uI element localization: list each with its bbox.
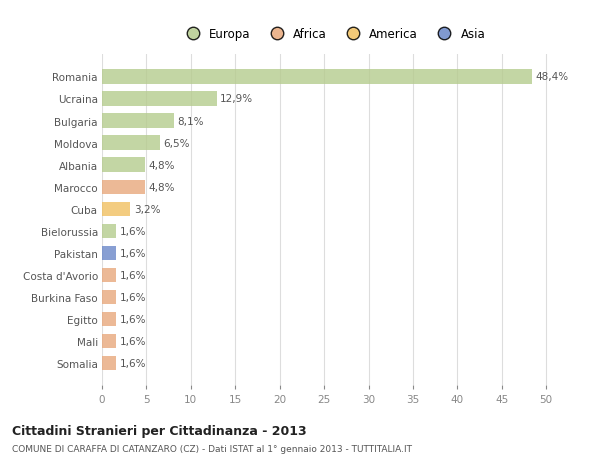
Text: 1,6%: 1,6% (120, 248, 146, 258)
Text: 1,6%: 1,6% (120, 270, 146, 280)
Bar (102, 92, 217, 106)
Text: 1,6%: 1,6% (120, 336, 146, 347)
Bar (102, 136, 160, 151)
Bar (102, 180, 145, 195)
Bar (102, 312, 116, 326)
Text: 12,9%: 12,9% (220, 94, 253, 104)
Bar (102, 334, 116, 348)
Bar (102, 114, 174, 129)
Text: 8,1%: 8,1% (178, 116, 204, 126)
Bar (102, 356, 116, 370)
Bar (102, 202, 130, 217)
Text: 48,4%: 48,4% (536, 72, 569, 82)
Text: 4,8%: 4,8% (148, 160, 175, 170)
Text: 3,2%: 3,2% (134, 204, 160, 214)
Text: Cittadini Stranieri per Cittadinanza - 2013: Cittadini Stranieri per Cittadinanza - 2… (12, 425, 307, 437)
Bar (102, 290, 116, 304)
Bar (102, 268, 116, 282)
Text: 6,5%: 6,5% (163, 138, 190, 148)
Text: COMUNE DI CARAFFA DI CATANZARO (CZ) - Dati ISTAT al 1° gennaio 2013 - TUTTITALIA: COMUNE DI CARAFFA DI CATANZARO (CZ) - Da… (12, 444, 412, 453)
Legend: Europa, Africa, America, Asia: Europa, Africa, America, Asia (177, 25, 489, 45)
Bar (102, 224, 116, 239)
Text: 1,6%: 1,6% (120, 358, 146, 369)
Bar (102, 70, 532, 84)
Bar (102, 158, 145, 173)
Text: 1,6%: 1,6% (120, 292, 146, 302)
Bar (102, 246, 116, 261)
Text: 1,6%: 1,6% (120, 226, 146, 236)
Text: 1,6%: 1,6% (120, 314, 146, 325)
Text: 4,8%: 4,8% (148, 182, 175, 192)
